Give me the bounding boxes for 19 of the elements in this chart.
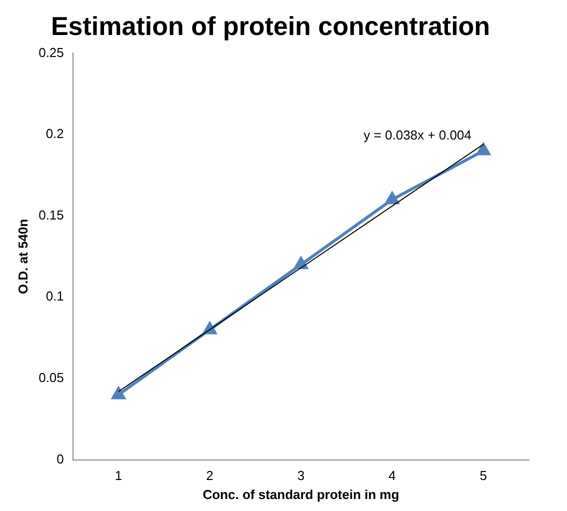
y-tick-label: 0.15 bbox=[38, 207, 64, 222]
x-tick-label: 4 bbox=[388, 468, 396, 484]
y-tick-label: 0.25 bbox=[38, 44, 64, 60]
x-tick-label: 1 bbox=[114, 468, 122, 484]
y-tick-label: 0.1 bbox=[46, 288, 64, 304]
point bbox=[385, 192, 399, 204]
y-tick-label: 0.05 bbox=[38, 370, 64, 386]
y-tick-label: 0 bbox=[56, 451, 64, 466]
x-tick-label: 2 bbox=[206, 468, 214, 484]
x-tick-label: 3 bbox=[297, 468, 305, 484]
y-axis-title: O.D. at 540n bbox=[15, 218, 30, 294]
point bbox=[294, 257, 308, 270]
x-axis-title: Conc. of standard protein in mg bbox=[202, 486, 400, 502]
y-tick-label: 0.2 bbox=[46, 126, 64, 142]
point bbox=[112, 387, 126, 400]
point bbox=[476, 143, 490, 156]
chart-title: Estimation of protein concentration bbox=[50, 10, 490, 41]
x-tick-label: 5 bbox=[480, 468, 488, 484]
annotation: y = 0.038x + 0.004 bbox=[364, 127, 472, 142]
